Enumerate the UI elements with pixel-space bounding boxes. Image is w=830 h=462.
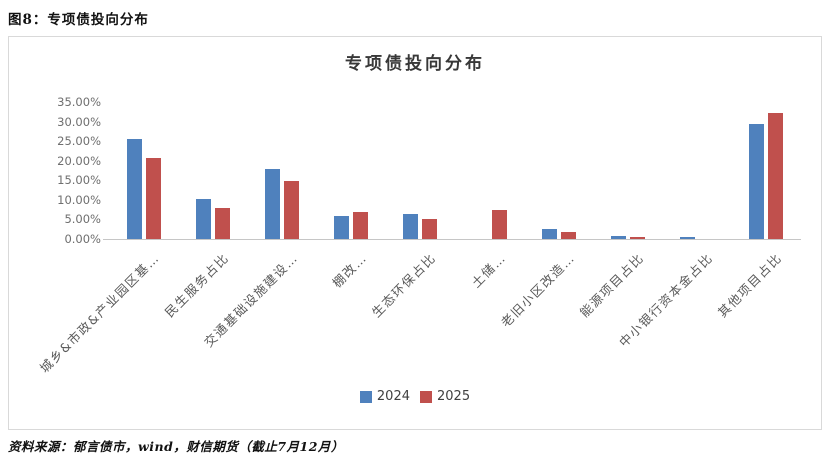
bar-2024-cat10 bbox=[749, 124, 765, 239]
source-note: 资料来源：郁言债市，wind，财信期货（截止7月12月） bbox=[8, 439, 344, 454]
bar-2024-cat4 bbox=[334, 215, 350, 239]
x-axis-category-label: 土储… bbox=[468, 250, 509, 291]
y-axis-tick-label: 5.00% bbox=[64, 212, 101, 227]
bar-2024-cat8 bbox=[611, 235, 626, 239]
y-axis-tick-label: 35.00% bbox=[57, 95, 101, 109]
chart-legend: 2024 2025 bbox=[9, 389, 821, 404]
legend-swatch-2024 bbox=[359, 390, 372, 403]
legend-label: 2024 bbox=[376, 389, 410, 404]
bar-2025-cat4 bbox=[353, 211, 369, 239]
bar-2025-cat8 bbox=[630, 237, 645, 239]
bar-2025-cat3 bbox=[284, 181, 299, 239]
bar-2024-cat3 bbox=[265, 168, 280, 239]
bar-2025-cat2 bbox=[214, 207, 230, 239]
bar-2024-cat1 bbox=[126, 139, 142, 239]
chart-figure: 专项债投向分布 2024 2025 35.00% 30.00% 25.00% 20.00… bbox=[8, 36, 822, 430]
legend-swatch-2025 bbox=[420, 390, 432, 403]
bar-2025-cat6 bbox=[491, 209, 507, 239]
bar-2025-cat10 bbox=[768, 112, 784, 239]
x-axis-category-label: 其他项目占比 bbox=[715, 250, 786, 321]
figure-caption: 图8：专项债投向分布 bbox=[8, 12, 149, 28]
bar-2025-cat7 bbox=[560, 231, 576, 239]
legend-item-2024: 2024 bbox=[359, 389, 410, 404]
y-axis-tick-label: 0.00% bbox=[64, 232, 101, 246]
x-axis-line bbox=[103, 239, 801, 240]
y-axis-tick-label: 25.00% bbox=[57, 134, 101, 149]
bar-2025-cat1 bbox=[145, 157, 161, 239]
x-axis-category-label: 能源项目占比 bbox=[576, 250, 647, 321]
y-axis-tick-label: 30.00% bbox=[57, 114, 101, 129]
chart-title: 专项债投向分布 bbox=[345, 54, 485, 74]
bar-2024-cat2 bbox=[195, 199, 211, 239]
legend-label: 2025 bbox=[437, 389, 471, 404]
x-axis-category-label: 棚改… bbox=[329, 250, 370, 291]
y-axis-tick-label: 10.00% bbox=[57, 192, 101, 207]
bar-2025-cat5 bbox=[422, 219, 438, 239]
y-axis-tick-label: 15.00% bbox=[57, 173, 101, 188]
bar-2024-cat5 bbox=[403, 213, 419, 239]
bar-2024-cat7 bbox=[541, 229, 557, 239]
legend-item-2025: 2025 bbox=[420, 389, 470, 404]
x-axis-category-label: 生态环保占比 bbox=[369, 250, 440, 321]
bar-2024-cat9 bbox=[680, 237, 696, 239]
x-axis-category-label: 民生服务占比 bbox=[161, 250, 232, 321]
y-axis-tick-label: 20.00% bbox=[57, 153, 101, 168]
x-axis-category-label: 城乡&市政&产业园区基… bbox=[36, 250, 163, 376]
